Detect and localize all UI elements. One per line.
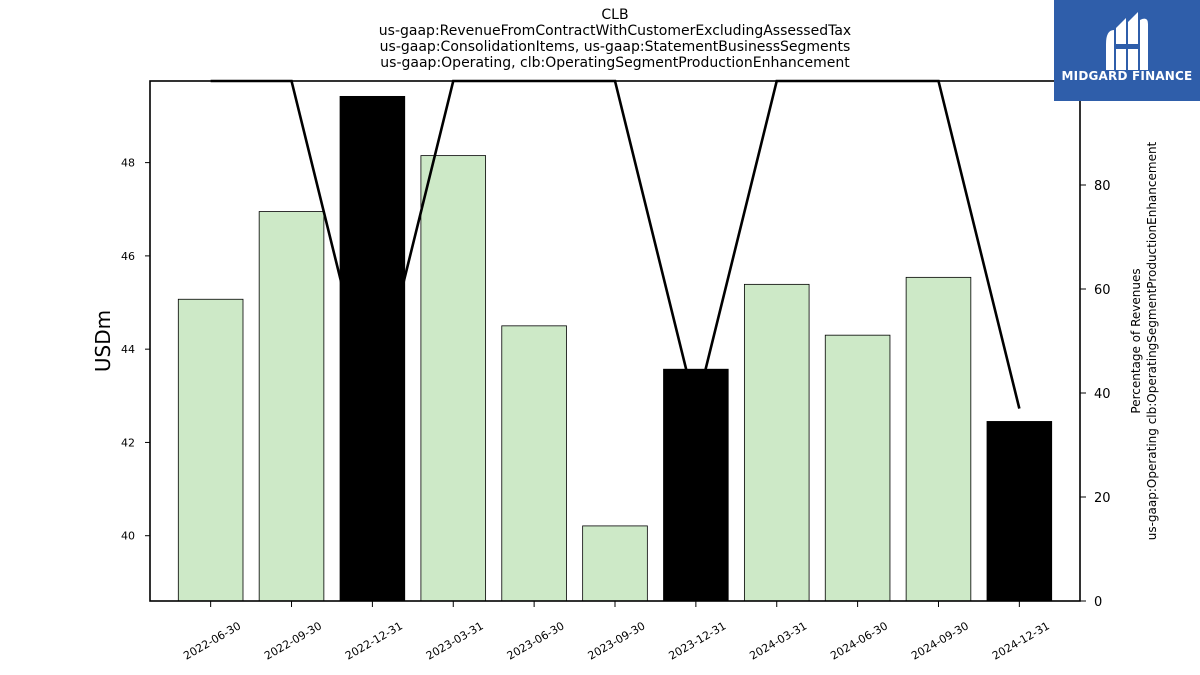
x-tick-label: 2023-03-31 [424, 619, 486, 662]
bar-2024-09-30 [905, 276, 972, 602]
chart-title-line: CLB [601, 7, 629, 23]
y-tick-label: 48 [121, 157, 135, 170]
y2-tick-label: 60 [1094, 283, 1111, 298]
x-tick-label: 2022-06-30 [181, 619, 243, 662]
bar-2024-12-31 [986, 421, 1053, 602]
y-tick-label: 42 [121, 436, 135, 449]
y2-tick-label: 80 [1094, 179, 1111, 194]
bar-2024-06-30 [824, 334, 891, 602]
y2-axis-label: us-gaap:Operating clb:OperatingSegmentPr… [1145, 141, 1159, 540]
bar-2023-09-30 [582, 525, 648, 602]
bar-2022-06-30 [177, 298, 244, 602]
y2-tick-label: 0 [1094, 595, 1102, 610]
x-tick-label: 2024-06-30 [828, 619, 890, 662]
chart-title-line: us-gaap:RevenueFromContractWithCustomerE… [378, 23, 852, 39]
y2-tick-label: 20 [1094, 491, 1111, 506]
y2-axis-label: Percentage of Revenues [1129, 268, 1143, 413]
percent-of-revenues-line [210, 79, 1021, 409]
y-axis-label: USDm [91, 310, 115, 372]
x-tick-label: 2022-09-30 [262, 619, 324, 662]
y-tick-label: 40 [121, 530, 135, 543]
bar-2024-03-31 [743, 283, 810, 602]
bar-2023-06-30 [501, 325, 567, 602]
x-tick-label: 2024-09-30 [909, 619, 971, 662]
bar-2022-09-30 [258, 211, 325, 602]
chart-title-line: us-gaap:Operating, clb:OperatingSegmentP… [380, 55, 850, 71]
x-tick-label: 2022-12-31 [343, 619, 405, 662]
chart-title: CLB us-gaap:RevenueFromContractWithCusto… [0, 7, 1200, 71]
bar-2023-03-31 [420, 155, 487, 602]
brand-name: MIDGARD FINANCE [1061, 69, 1193, 83]
x-tick-label: 2023-09-30 [586, 619, 648, 662]
x-tick-label: 2023-06-30 [505, 619, 567, 662]
x-tick-label: 2024-12-31 [990, 619, 1052, 662]
y-tick-label: 44 [121, 343, 135, 356]
y-tick-label: 46 [121, 250, 135, 263]
chart-title-line: us-gaap:ConsolidationItems, us-gaap:Stat… [379, 39, 851, 55]
brand-logo: MIDGARD FINANCE [1054, 0, 1200, 101]
x-tick-label: 2023-12-31 [666, 619, 728, 662]
brand-mark-icon [1106, 12, 1148, 71]
bar-2022-12-31 [339, 95, 406, 602]
y2-tick-label: 40 [1094, 387, 1111, 402]
x-tick-label: 2024-03-31 [747, 619, 809, 662]
